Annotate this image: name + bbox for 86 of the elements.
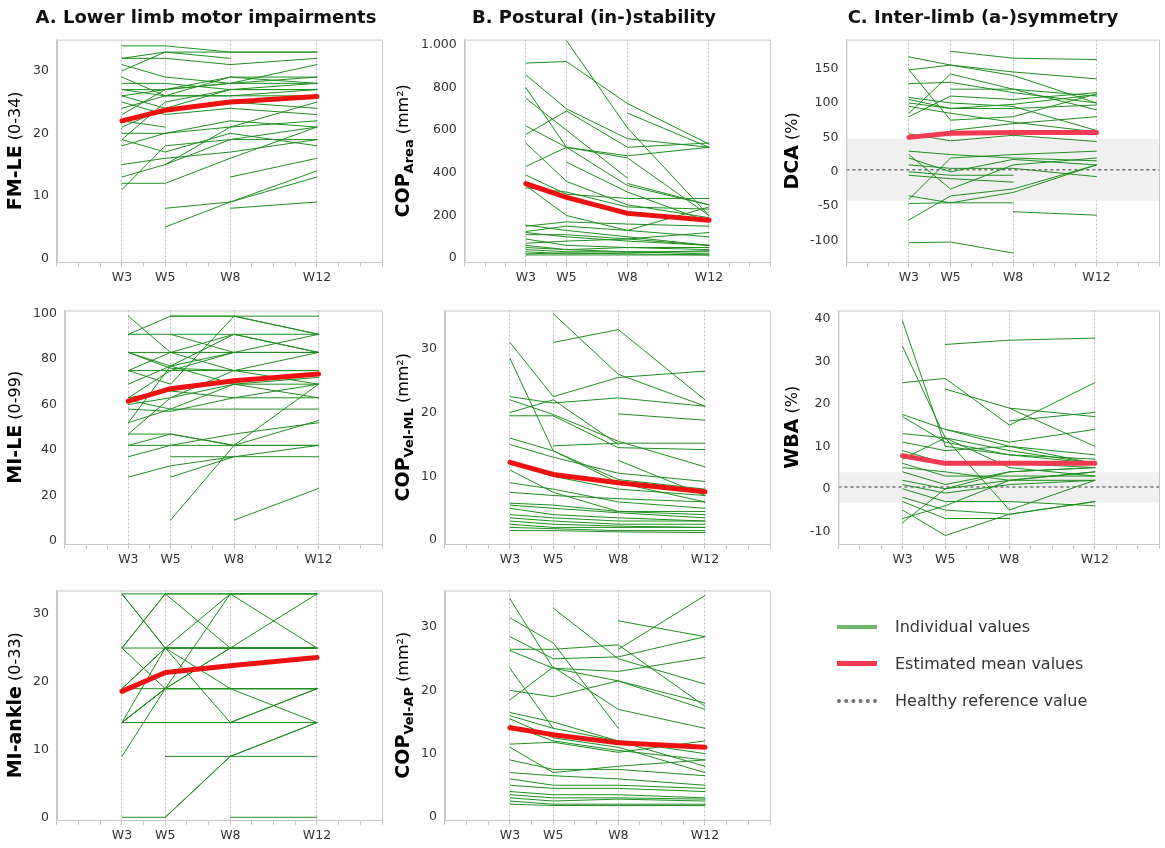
y-tick-label: 800 [432, 78, 457, 94]
x-tick-label: W8 [220, 826, 241, 842]
x-tick-label: W8 [1002, 268, 1024, 284]
y-tick-label: -100 [809, 231, 839, 247]
x-tick-label: W12 [694, 268, 724, 284]
y-tick-label: 0 [428, 808, 437, 824]
chart-title: C. Inter-limb (a-)symmetry [847, 6, 1119, 28]
chart-title: B. Postural (in-)stability [471, 6, 717, 28]
y-tick-label: 30 [33, 62, 49, 78]
y-tick-label: 0 [448, 249, 457, 265]
x-tick-label: W3 [111, 826, 133, 842]
x-tick-label: W12 [690, 550, 720, 566]
y-axis-title: WBA (%) [779, 385, 802, 469]
chart-title: A. Lower limb motor impairments [35, 6, 377, 28]
y-axis-title: COPVel-ML (mm²) [390, 353, 417, 502]
y-tick-label: 0 [48, 531, 57, 547]
y-tick-label: 20 [814, 395, 831, 411]
x-tick-label: W8 [608, 550, 629, 566]
y-tick-label: 30 [33, 605, 49, 621]
y-tick-label: 30 [421, 618, 437, 634]
x-tick-label: W5 [155, 826, 176, 842]
x-tick-label: W5 [543, 550, 564, 566]
y-tick-label: -10 [809, 522, 831, 538]
y-tick-label: 400 [432, 164, 457, 180]
x-tick-label: W3 [499, 550, 521, 566]
y-tick-label: 600 [432, 121, 457, 137]
x-tick-label: W5 [940, 268, 961, 284]
x-tick-label: W3 [111, 268, 133, 284]
x-tick-label: W5 [155, 268, 176, 284]
x-tick-label: W3 [898, 268, 920, 284]
x-tick-label: W12 [302, 268, 332, 284]
y-tick-label: -50 [817, 197, 839, 213]
x-tick-label: W8 [999, 550, 1020, 566]
y-tick-label: 10 [814, 437, 831, 453]
x-tick-label: W12 [302, 826, 332, 842]
legend-label: Individual values [895, 617, 1031, 636]
x-tick-label: W3 [118, 550, 139, 566]
y-tick-label: 80 [40, 350, 57, 366]
x-tick-label: W5 [935, 550, 956, 566]
x-tick-label: W3 [515, 268, 536, 284]
y-tick-label: 20 [40, 486, 57, 502]
y-tick-label: 0 [40, 808, 49, 824]
y-tick-label: 100 [814, 94, 839, 110]
legend-label: Estimated mean values [895, 654, 1084, 673]
y-tick-label: 150 [814, 59, 839, 75]
y-tick-label: 1.000 [420, 36, 457, 52]
y-axis-title: MI-LE (0-99) [2, 370, 25, 484]
x-tick-label: W12 [304, 550, 333, 566]
x-tick-label: W5 [556, 268, 577, 284]
x-tick-label: W8 [223, 550, 245, 566]
legend-label: Healthy reference value [895, 691, 1088, 710]
y-tick-label: 20 [33, 673, 49, 689]
y-tick-label: 0 [428, 531, 437, 547]
y-axis-title: COPArea (mm²) [390, 84, 417, 218]
y-tick-label: 10 [33, 187, 49, 203]
y-tick-label: 60 [40, 395, 57, 411]
x-tick-label: W12 [1080, 550, 1110, 566]
y-tick-label: 50 [822, 128, 839, 144]
x-tick-label: W12 [690, 826, 720, 842]
x-tick-label: W8 [608, 826, 629, 842]
x-tick-label: W5 [160, 550, 181, 566]
y-tick-label: 20 [421, 681, 437, 697]
x-tick-label: W12 [1082, 268, 1111, 284]
y-tick-label: 40 [40, 441, 57, 457]
y-tick-label: 30 [421, 340, 437, 356]
y-axis-title: FM-LE (0-34) [2, 91, 25, 211]
y-axis-title: COPVel-AP (mm²) [390, 631, 417, 779]
y-tick-label: 10 [33, 740, 49, 756]
y-tick-label: 10 [421, 467, 437, 483]
y-tick-label: 200 [432, 206, 457, 222]
y-tick-label: 0 [822, 480, 831, 496]
x-tick-label: W8 [220, 268, 241, 284]
y-axis-title: MI-ankle (0-33) [2, 632, 25, 779]
y-tick-label: 20 [421, 403, 437, 419]
x-tick-label: W3 [892, 550, 913, 566]
y-tick-label: 20 [33, 124, 49, 140]
y-tick-label: 10 [421, 744, 437, 760]
y-axis-title: DCA (%) [779, 112, 802, 190]
y-tick-label: 40 [814, 310, 831, 326]
x-tick-label: W5 [543, 826, 564, 842]
y-tick-label: 0 [830, 163, 839, 179]
y-tick-label: 30 [814, 352, 831, 368]
y-tick-label: 100 [33, 305, 57, 321]
y-tick-label: 0 [40, 249, 49, 265]
x-tick-label: W8 [617, 268, 638, 284]
x-tick-label: W3 [499, 826, 521, 842]
